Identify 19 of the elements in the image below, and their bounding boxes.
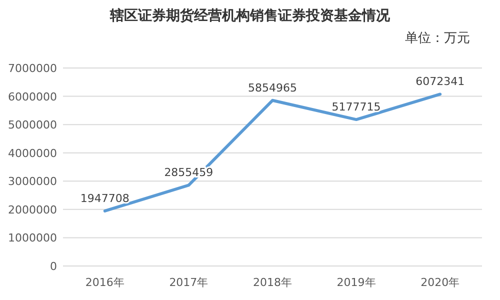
title: 辖区证券期货经营机构销售证券投资基金情况	[110, 8, 390, 24]
y-tick-label: 6000000	[8, 90, 57, 104]
y-tick-label: 0	[50, 260, 57, 273]
data-label: 5177715	[332, 100, 381, 114]
x-tick-label: 2019年	[336, 276, 376, 289]
y-tick-label: 7000000	[8, 62, 57, 75]
y-tick-label: 1000000	[8, 232, 57, 245]
data-label: 1947708	[80, 192, 130, 205]
data-label: 5854965	[248, 81, 297, 94]
data-label: 6072341	[416, 75, 465, 88]
x-tick-label: 2016年	[85, 276, 124, 289]
y-tick-label: 2000000	[8, 203, 57, 216]
x-tick-label: 2017年	[169, 276, 208, 289]
x-tick-label: 2020年	[420, 276, 460, 289]
y-tick-label: 4000000	[8, 146, 57, 160]
x-tick-label: 2018年	[253, 276, 292, 289]
y-tick-label: 3000000	[8, 175, 57, 188]
y-tick-label: 5000000	[8, 118, 57, 132]
subtitle: 单位：万元	[405, 31, 470, 46]
